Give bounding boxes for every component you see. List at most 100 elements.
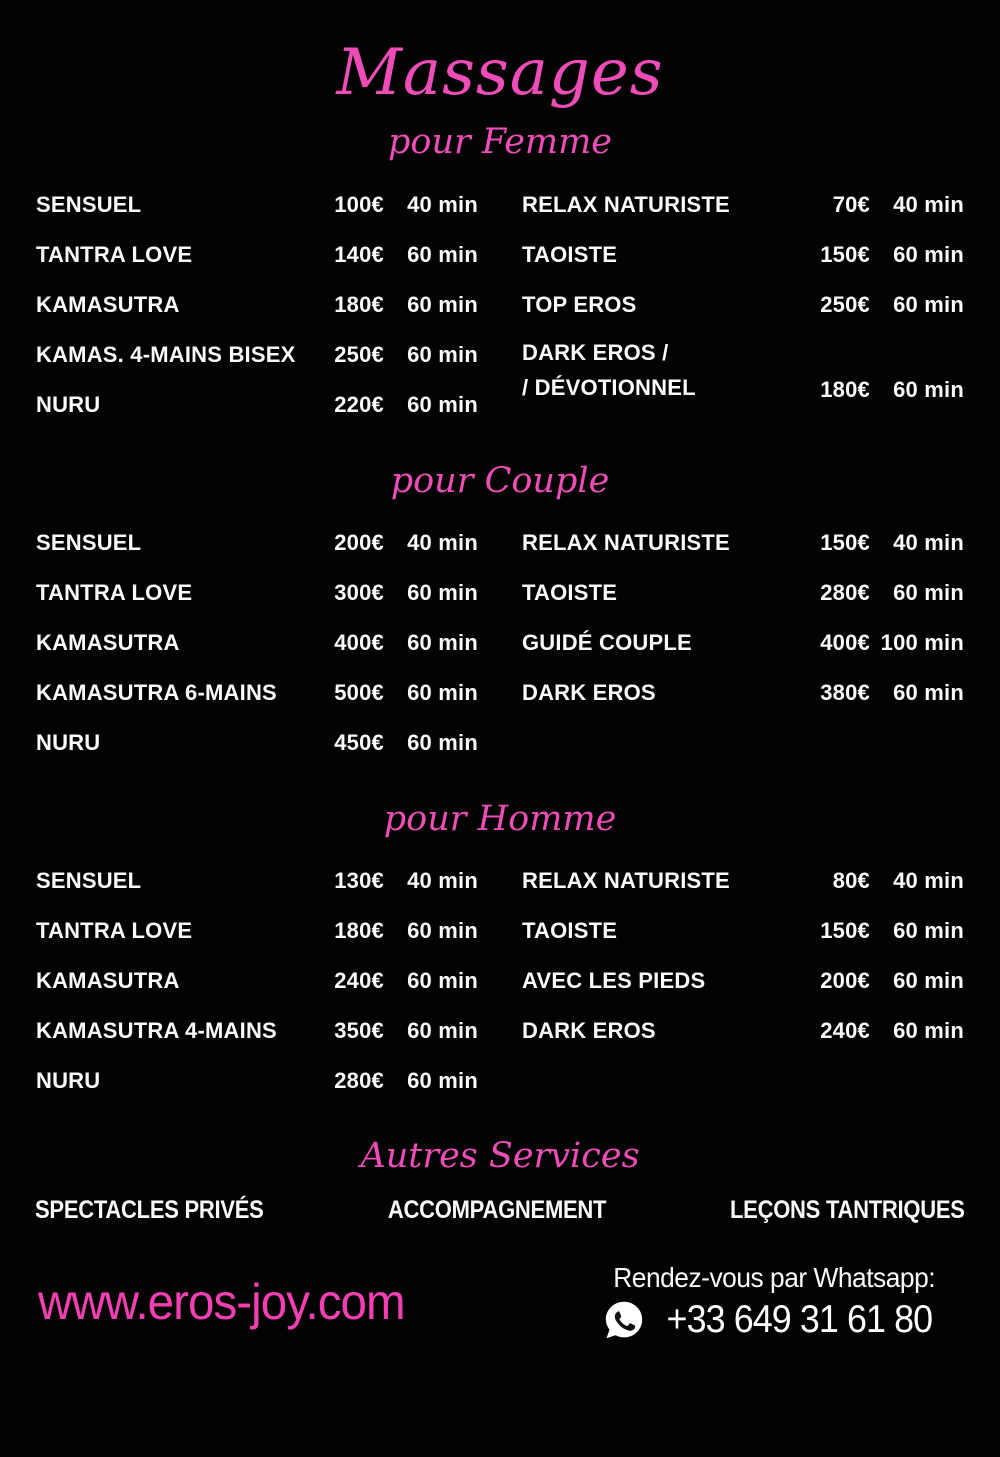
service-price: 240€ <box>820 1018 870 1044</box>
service-name: SENSUEL <box>36 530 142 556</box>
service-price: 150€ <box>820 529 870 555</box>
service-name: NURU <box>36 730 101 756</box>
service-name: SENSUEL <box>36 868 142 894</box>
page-title: Massages <box>336 36 664 110</box>
service-row: KAMASUTRA 240€ 60 min <box>36 956 478 1006</box>
service-name: TOP EROS <box>522 291 637 317</box>
service-name: TAOISTE <box>522 241 618 267</box>
service-price: 220€ <box>334 391 384 417</box>
service-duration: 60 min <box>407 1068 478 1094</box>
service-price: 250€ <box>334 341 384 367</box>
service-price: 500€ <box>334 679 384 705</box>
service-duration: 60 min <box>407 629 478 655</box>
service-row: KAMASUTRA 400€ 60 min <box>36 618 478 668</box>
service-name: DARK EROS <box>522 680 656 706</box>
service-duration: 60 min <box>893 241 964 267</box>
menu-section: pour Homme SENSUEL 130€ 40 min TANTRA LO… <box>0 799 1000 1106</box>
service-row: KAMAS. 4-MAINS BISEX 250€ 60 min <box>36 330 478 380</box>
service-price: 180€ <box>820 376 870 402</box>
service-row: TANTRA LOVE 140€ 60 min <box>36 230 478 280</box>
service-name: TAOISTE <box>522 580 618 606</box>
service-price: 150€ <box>820 241 870 267</box>
service-duration: 60 min <box>893 679 964 705</box>
service-row: GUIDÉ COUPLE 400€ 100 min <box>522 618 964 668</box>
service-duration: 60 min <box>407 679 478 705</box>
service-name: TANTRA LOVE <box>36 580 193 606</box>
menu-section: pour Femme SENSUEL 100€ 40 min TANTRA LO… <box>0 122 1000 429</box>
service-row: TAOISTE 150€ 60 min <box>522 230 964 280</box>
service-price: 200€ <box>334 529 384 555</box>
service-price: 380€ <box>820 679 870 705</box>
phone-number: +33 649 31 61 80 <box>667 1297 934 1341</box>
phone-row[interactable]: +33 649 31 61 80 <box>603 1298 944 1342</box>
service-price: 70€ <box>832 191 870 217</box>
service-price: 180€ <box>334 291 384 317</box>
service-row: NURU 220€ 60 min <box>36 380 478 430</box>
service-name: RELAX NATURISTE <box>522 530 730 556</box>
section-columns: SENSUEL 200€ 40 min TANTRA LOVE 300€ 60 … <box>0 518 1000 768</box>
service-name: DARK EROS <box>522 1018 656 1044</box>
service-name: RELAX NATURISTE <box>522 868 730 894</box>
service-duration: 40 min <box>407 529 478 555</box>
service-duration: 60 min <box>893 968 964 994</box>
service-price: 140€ <box>334 241 384 267</box>
column-left: SENSUEL 200€ 40 min TANTRA LOVE 300€ 60 … <box>36 518 478 768</box>
column-left: SENSUEL 130€ 40 min TANTRA LOVE 180€ 60 … <box>36 856 478 1106</box>
column-right: RELAX NATURISTE 70€ 40 min TAOISTE 150€ … <box>522 180 964 414</box>
service-row: TANTRA LOVE 180€ 60 min <box>36 906 478 956</box>
service-price: 200€ <box>820 968 870 994</box>
service-price: 450€ <box>334 729 384 755</box>
service-duration: 60 min <box>407 579 478 605</box>
service-name: GUIDÉ COUPLE <box>522 630 692 656</box>
section-heading: pour Femme <box>387 122 613 163</box>
service-row: TAOISTE 280€ 60 min <box>522 568 964 618</box>
column-right: RELAX NATURISTE 150€ 40 min TAOISTE 280€… <box>522 518 964 718</box>
other-service-item: ACCOMPAGNEMENT <box>387 1196 606 1225</box>
service-price: 400€ <box>820 629 870 655</box>
service-duration: 60 min <box>893 376 964 402</box>
section-columns: SENSUEL 130€ 40 min TANTRA LOVE 180€ 60 … <box>0 856 1000 1106</box>
service-duration: 60 min <box>893 291 964 317</box>
section-heading: pour Homme <box>383 798 617 839</box>
service-row: DARK EROS 380€ 60 min <box>522 668 964 718</box>
service-duration: 60 min <box>407 391 478 417</box>
other-service-item: SPECTACLES PRIVÉS <box>35 1196 264 1225</box>
service-price: 80€ <box>832 868 870 894</box>
service-name: AVEC LES PIEDS <box>522 968 706 994</box>
other-services-heading: Autres Services <box>360 1136 640 1177</box>
service-name: DARK EROS / / DÉVOTIONNEL <box>522 339 696 401</box>
whatsapp-contact: Rendez-vous par Whatsapp: +33 649 31 61 … <box>603 1262 945 1342</box>
service-name: KAMASUTRA <box>36 291 180 317</box>
service-duration: 60 min <box>407 968 478 994</box>
service-row: SENSUEL 100€ 40 min <box>36 180 478 230</box>
service-name: TANTRA LOVE <box>36 241 193 267</box>
service-name: KAMASUTRA 6-MAINS <box>36 680 277 706</box>
service-name: NURU <box>36 391 101 417</box>
service-price: 250€ <box>820 291 870 317</box>
service-duration: 60 min <box>407 729 478 755</box>
service-duration: 100 min <box>880 629 964 655</box>
service-row: SENSUEL 200€ 40 min <box>36 518 478 568</box>
service-duration: 60 min <box>893 579 964 605</box>
service-name: SENSUEL <box>36 191 142 217</box>
website-link[interactable]: www.eros-joy.com <box>38 1273 406 1330</box>
other-services-section: Autres Services SPECTACLES PRIVÉS ACCOMP… <box>0 1136 1000 1233</box>
service-duration: 40 min <box>893 868 964 894</box>
service-price: 130€ <box>334 868 384 894</box>
column-right: RELAX NATURISTE 80€ 40 min TAOISTE 150€ … <box>522 856 964 1056</box>
service-duration: 40 min <box>893 529 964 555</box>
service-price: 150€ <box>820 918 870 944</box>
service-row: NURU 280€ 60 min <box>36 1056 478 1106</box>
service-price: 240€ <box>334 968 384 994</box>
service-duration: 60 min <box>407 918 478 944</box>
service-price: 180€ <box>334 918 384 944</box>
service-name: KAMASUTRA <box>36 968 180 994</box>
section-heading: pour Couple <box>390 460 610 501</box>
service-row: TANTRA LOVE 300€ 60 min <box>36 568 478 618</box>
column-left: SENSUEL 100€ 40 min TANTRA LOVE 140€ 60 … <box>36 180 478 430</box>
service-row: KAMASUTRA 4-MAINS 350€ 60 min <box>36 1006 478 1056</box>
service-row: KAMASUTRA 6-MAINS 500€ 60 min <box>36 668 478 718</box>
service-row: RELAX NATURISTE 70€ 40 min <box>522 180 964 230</box>
service-name: KAMASUTRA <box>36 630 180 656</box>
service-duration: 40 min <box>407 868 478 894</box>
